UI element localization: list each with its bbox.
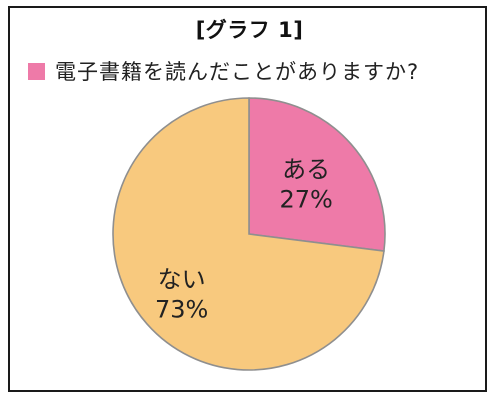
slice-label-1: ある [282,156,330,184]
legend-label: 電子書籍を読んだことがありますか? [55,60,420,84]
pie-slice-2 [112,97,385,371]
slice-value-label-2: 73% [155,295,208,323]
legend: 電子書籍を読んだことがありますか? [28,56,419,86]
slice-label-2: ない [158,265,206,293]
chart-title: [グラフ 1] [195,18,304,42]
legend-swatch [28,62,45,80]
slice-value-label-1: 27% [279,186,332,214]
pie-slice-1 [248,97,386,252]
